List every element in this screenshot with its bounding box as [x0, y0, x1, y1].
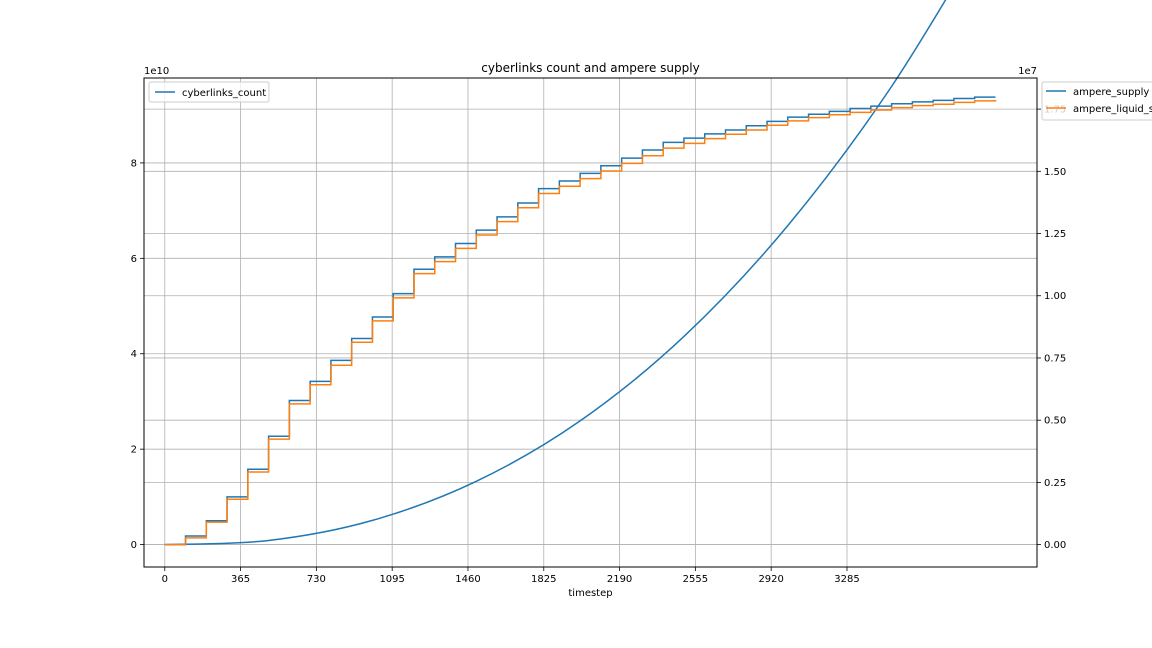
grid: [144, 78, 1037, 567]
y-right-tick-label: 0.25: [1044, 478, 1066, 489]
y-left-tick-label: 8: [131, 158, 137, 169]
y-right-tick-label: 0.50: [1044, 416, 1066, 427]
y-left-tick-label: 2: [131, 445, 137, 456]
legend-label-ampere-supply: ampere_supply: [1073, 87, 1149, 98]
x-tick-label: 0: [162, 574, 168, 585]
y-right-tick-label: 0.75: [1044, 353, 1066, 364]
y-right-tick-label: 1.00: [1044, 291, 1066, 302]
y-left-tick-label: 4: [131, 349, 137, 360]
legend-label-cyberlinks-count: cyberlinks_count: [182, 88, 266, 99]
series-lines: [164, 0, 997, 546]
series-ampere-liquid-s: [164, 99, 997, 546]
x-tick-label: 1095: [379, 574, 404, 585]
x-tick-label: 2190: [607, 574, 632, 585]
left-y-axis: 0 2 4 6 8: [131, 158, 144, 551]
left-axis-offset-text: 1e10: [144, 66, 169, 77]
y-left-tick-label: 0: [131, 540, 137, 551]
x-axis-label: timestep: [568, 588, 612, 599]
x-axis: 0 365 730 1095 1460 1825 2190 2555 2920 3285: [162, 567, 860, 585]
y-right-tick-label: 1.50: [1044, 167, 1066, 178]
x-tick-label: 365: [231, 574, 250, 585]
y-right-tick-label: 0.00: [1044, 540, 1066, 551]
legend-label-ampere-liquid: ampere_liquid_s: [1073, 104, 1152, 115]
x-tick-label: 2920: [758, 574, 783, 585]
chart-title: cyberlinks count and ampere supply: [481, 61, 699, 75]
legend-left: cyberlinks_count: [148, 81, 270, 103]
x-tick-label: 1460: [455, 574, 480, 585]
legend-right-box: [1041, 81, 1152, 121]
y-left-tick-label: 6: [131, 254, 137, 265]
plot-frame: [143, 77, 1038, 568]
legend-right: ampere_supply ampere_liquid_s: [1041, 81, 1152, 121]
x-tick-label: 730: [307, 574, 326, 585]
x-tick-label: 3285: [834, 574, 859, 585]
plot-area: [144, 78, 1037, 567]
right-axis-offset-text: 1e7: [1018, 66, 1037, 77]
x-tick-label: 1825: [531, 574, 556, 585]
legend-left-box: [148, 81, 270, 103]
x-tick-label: 2555: [683, 574, 708, 585]
series-ampere-supply: [164, 0, 947, 546]
y-right-tick-label: 1.25: [1044, 229, 1066, 240]
